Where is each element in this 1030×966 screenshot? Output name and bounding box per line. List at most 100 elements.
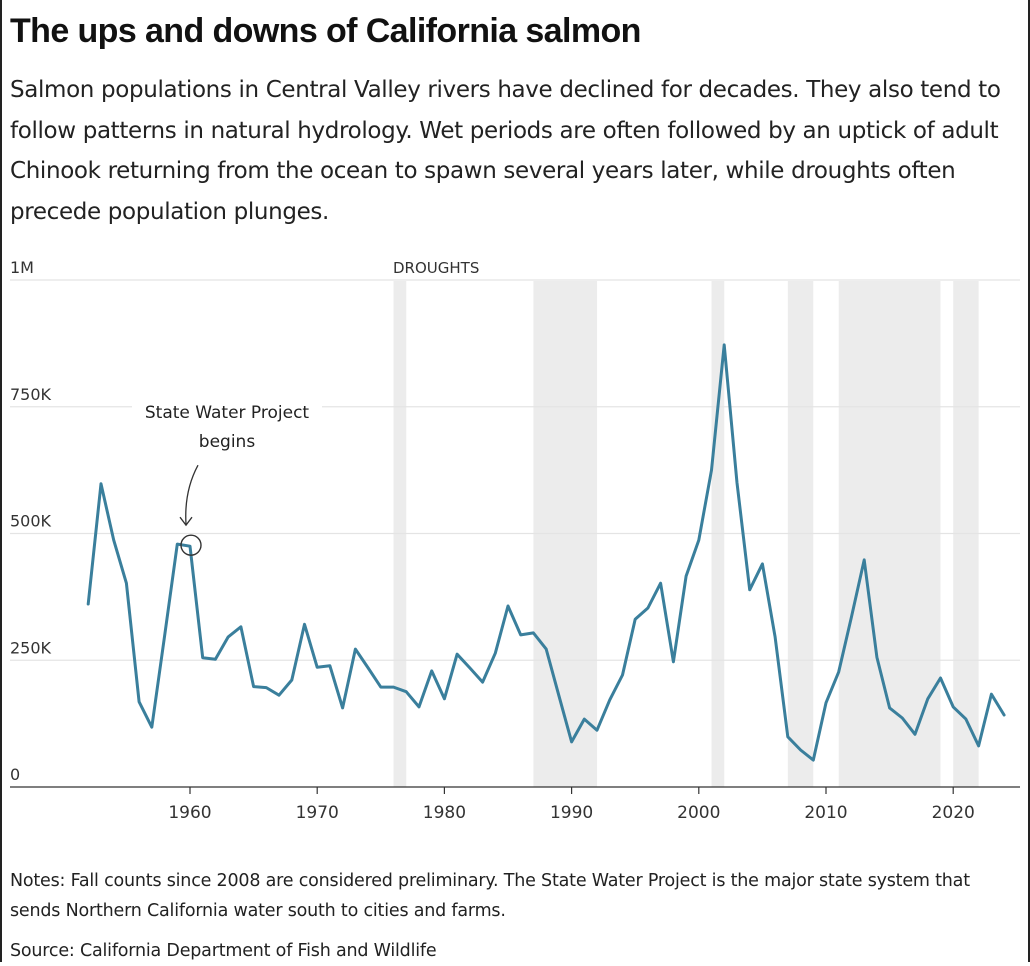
data-point xyxy=(875,655,879,659)
data-point xyxy=(938,676,942,680)
data-point xyxy=(735,481,739,485)
data-point xyxy=(1002,713,1006,717)
data-point xyxy=(468,666,472,670)
data-point xyxy=(951,705,955,709)
data-point xyxy=(379,685,383,689)
x-tick-label: 2000 xyxy=(677,803,720,823)
data-point xyxy=(531,631,535,635)
data-point xyxy=(264,686,268,690)
data-point xyxy=(913,732,917,736)
data-point xyxy=(404,690,408,694)
x-tick-label: 1960 xyxy=(168,803,211,823)
x-tick-label: 1970 xyxy=(296,803,339,823)
data-point xyxy=(684,574,688,578)
data-point xyxy=(557,694,561,698)
data-point xyxy=(175,542,179,546)
line-chart: DROUGHTS 0 250K 500K 750K 1M 1960 1970 1980 199… xyxy=(10,258,1020,823)
data-point xyxy=(977,744,981,748)
annotation-arrow xyxy=(185,464,199,525)
data-point xyxy=(302,622,306,626)
data-point xyxy=(150,725,154,729)
y-axis-labels: 0 250K 500K 750K 1M xyxy=(10,258,52,784)
data-point xyxy=(277,693,281,697)
y-tick-label: 1M xyxy=(10,258,34,277)
data-point xyxy=(506,604,510,608)
data-point xyxy=(824,701,828,705)
data-point xyxy=(455,652,459,656)
data-point xyxy=(773,635,777,639)
data-point xyxy=(760,562,764,566)
data-point xyxy=(341,706,345,710)
annotation-text: State Water Project xyxy=(145,403,310,423)
data-point xyxy=(570,740,574,744)
data-point xyxy=(112,538,116,542)
data-point xyxy=(710,468,714,472)
data-point xyxy=(392,685,396,689)
data-point xyxy=(862,558,866,562)
data-point xyxy=(315,665,319,669)
data-point xyxy=(620,673,624,677)
data-point xyxy=(748,588,752,592)
data-point xyxy=(239,625,243,629)
annotation-circle-marker xyxy=(180,534,202,556)
data-point xyxy=(226,635,230,639)
annotation-halo xyxy=(132,397,322,417)
data-point xyxy=(595,728,599,732)
annotation-text: begins xyxy=(199,432,256,452)
data-point xyxy=(442,697,446,701)
chart-notes: Notes: Fall counts since 2008 are consid… xyxy=(10,871,970,921)
data-point xyxy=(608,698,612,702)
y-tick-label: 500K xyxy=(10,512,52,531)
data-point xyxy=(837,670,841,674)
data-point xyxy=(671,660,675,664)
data-point xyxy=(900,716,904,720)
data-point xyxy=(328,664,332,668)
data-point xyxy=(659,581,663,585)
salmon-population-line xyxy=(86,343,1006,762)
y-tick-label: 750K xyxy=(10,385,52,404)
data-point xyxy=(366,666,370,670)
data-point xyxy=(252,685,256,689)
data-point xyxy=(989,692,993,696)
x-axis: 1960 1970 1980 1990 2000 2010 2020 xyxy=(10,786,1020,823)
data-point xyxy=(86,602,90,606)
data-point xyxy=(646,606,650,610)
data-point xyxy=(849,615,853,619)
data-point xyxy=(481,680,485,684)
data-point xyxy=(493,651,497,655)
data-point xyxy=(582,717,586,721)
data-point xyxy=(417,705,421,709)
data-point xyxy=(430,669,434,673)
data-point xyxy=(213,657,217,661)
data-point xyxy=(697,538,701,542)
data-point xyxy=(137,700,141,704)
data-point xyxy=(722,343,726,347)
droughts-label: DROUGHTS xyxy=(393,259,479,277)
data-point xyxy=(926,697,930,701)
data-point xyxy=(124,581,128,585)
data-point xyxy=(163,634,167,638)
x-tick-label: 1990 xyxy=(550,803,593,823)
data-point xyxy=(811,758,815,762)
data-point xyxy=(633,617,637,621)
x-tick-label: 1980 xyxy=(423,803,466,823)
data-point xyxy=(353,647,357,651)
data-point xyxy=(519,633,523,637)
data-point xyxy=(799,748,803,752)
y-tick-label: 250K xyxy=(10,638,52,657)
x-tick-label: 2020 xyxy=(932,803,975,823)
y-tick-label: 0 xyxy=(10,765,20,784)
state-water-project-annotation: State Water Project begins xyxy=(132,397,322,556)
data-point xyxy=(99,482,103,486)
chart-source: Source: California Department of Fish an… xyxy=(10,941,437,961)
data-point xyxy=(188,544,192,548)
chart-title: The ups and downs of California salmon xyxy=(10,12,641,50)
data-point xyxy=(888,706,892,710)
data-point xyxy=(544,647,548,651)
chart-subtitle: Salmon populations in Central Valley riv… xyxy=(10,77,1001,226)
data-point xyxy=(290,678,294,682)
data-point xyxy=(786,735,790,739)
arrowhead-icon xyxy=(179,516,193,527)
x-tick-label: 2010 xyxy=(804,803,847,823)
